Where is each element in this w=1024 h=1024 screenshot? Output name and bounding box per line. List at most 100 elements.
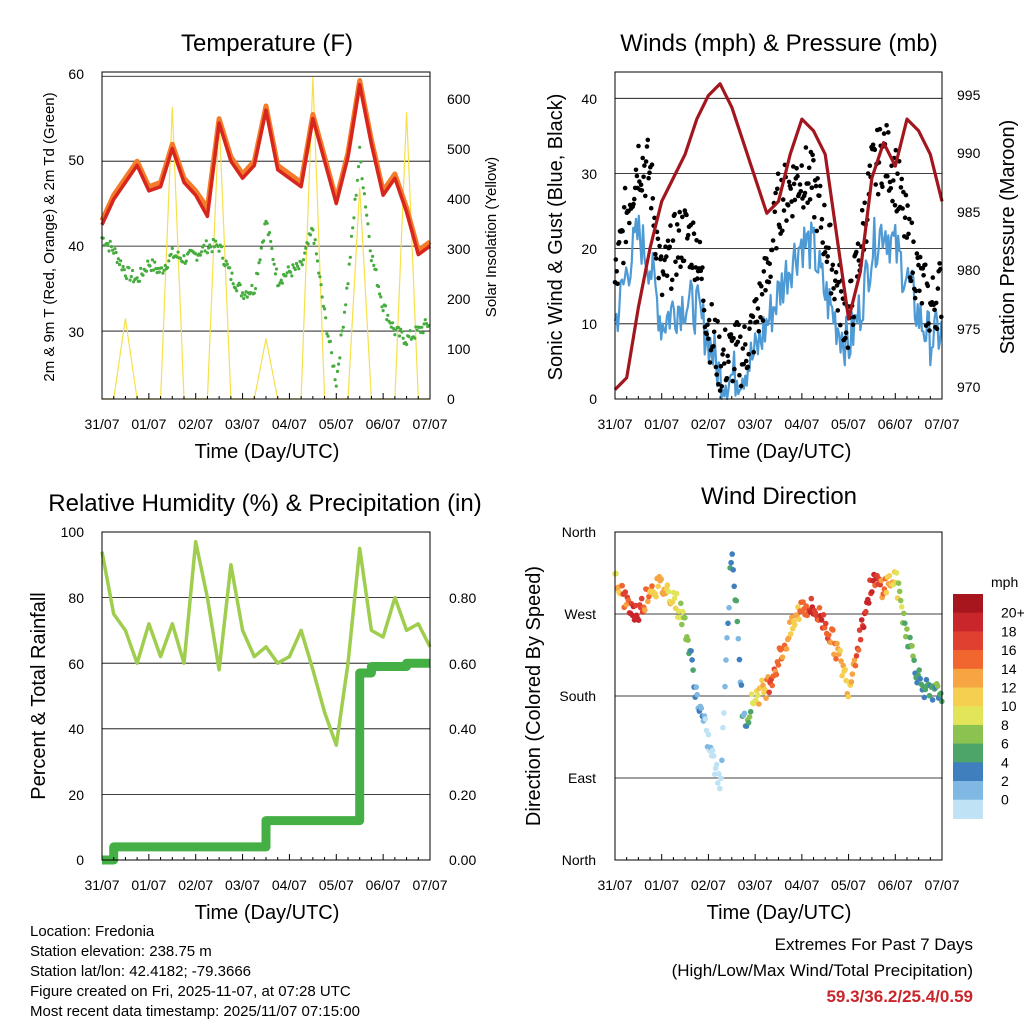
direction-point xyxy=(914,679,920,686)
direction-panel: Wind Direction 31/07 01/07 02/07 03/07 04/07… xyxy=(523,483,1024,924)
direction-point xyxy=(673,590,680,597)
gust-point xyxy=(643,159,649,164)
dewpoint-point xyxy=(407,335,411,339)
gust-point xyxy=(855,241,861,246)
x-tick-label: 03/07 xyxy=(738,877,773,893)
direction-point xyxy=(787,631,794,637)
dewpoint-point xyxy=(184,259,188,263)
dewpoint-point xyxy=(233,286,238,290)
dewpoint-point xyxy=(317,271,321,275)
dewpoint-point xyxy=(256,272,260,276)
gust-point xyxy=(872,147,878,153)
gust-point xyxy=(881,131,887,136)
gust-point xyxy=(917,288,922,294)
dewpoint-point xyxy=(154,267,158,271)
dewpoint-point xyxy=(211,237,215,242)
gust-point xyxy=(627,220,632,226)
direction-left-ticks: North East South West North xyxy=(559,524,596,868)
gust-point xyxy=(725,353,730,359)
winds-series xyxy=(612,82,944,401)
x-tick-label: 31/07 xyxy=(597,416,632,432)
gust-point xyxy=(775,186,780,192)
gust-point xyxy=(875,191,881,197)
gust-point xyxy=(810,152,815,158)
dewpoint-point xyxy=(368,249,372,253)
direction-point xyxy=(731,583,737,590)
direction-point xyxy=(690,667,696,673)
gust-point xyxy=(913,288,919,294)
direction-point xyxy=(689,657,695,663)
dewpoint-point xyxy=(239,294,243,298)
gust-point xyxy=(711,329,717,335)
direction-point xyxy=(671,595,678,602)
direction-y-label-left: Direction (Colored By Speed) xyxy=(523,566,545,826)
gust-point xyxy=(788,186,793,191)
direction-point xyxy=(760,682,766,689)
gust-point xyxy=(937,261,942,266)
station-info: Location: Fredonia Station elevation: 23… xyxy=(30,922,360,1022)
dewpoint-point xyxy=(273,272,277,276)
dewpoint-point xyxy=(361,186,365,190)
direction-left-tick: West xyxy=(564,606,596,622)
dewpoint-point xyxy=(118,263,122,267)
direction-point xyxy=(845,693,852,700)
gust-point xyxy=(763,288,768,293)
dewpoint-point xyxy=(272,262,276,266)
dewpoint-point xyxy=(166,266,170,270)
dewpoint-point xyxy=(153,260,157,264)
dewpoint-point xyxy=(120,268,124,272)
gust-point xyxy=(639,188,645,193)
x-tick-label: 06/07 xyxy=(878,877,913,893)
temperature-series xyxy=(99,76,432,400)
gust-point xyxy=(680,214,685,220)
dewpoint-point xyxy=(204,239,208,243)
direction-point xyxy=(632,602,639,609)
gust-point xyxy=(658,254,664,259)
direction-point xyxy=(929,697,936,703)
dewpoint-point xyxy=(219,245,224,249)
gust-point xyxy=(613,257,619,262)
gust-point xyxy=(850,322,856,328)
gust-point xyxy=(761,269,767,274)
pressure-line xyxy=(613,82,944,391)
dewpoint-point xyxy=(420,325,424,329)
dewpoint-point xyxy=(306,242,310,246)
humidity-line xyxy=(100,540,432,747)
gust-point xyxy=(903,192,909,198)
direction-point xyxy=(831,651,837,658)
gust-point xyxy=(621,260,626,266)
dewpoint-point xyxy=(198,253,202,257)
x-tick-label: 02/07 xyxy=(178,877,213,893)
legend-label: 10 xyxy=(1001,698,1017,714)
dewpoint-point xyxy=(270,246,274,251)
gust-point xyxy=(721,347,726,353)
gust-point xyxy=(795,173,800,179)
dewpoint-point xyxy=(390,321,395,325)
gust-point xyxy=(668,223,673,228)
winds-right-tick: 975 xyxy=(957,321,981,337)
dewpoint-point xyxy=(156,266,160,271)
temperature-title: Temperature (F) xyxy=(181,30,353,57)
dewpoint-point xyxy=(110,248,115,252)
humidity-right-tick: 0.80 xyxy=(449,590,476,606)
gust-point xyxy=(822,250,828,255)
gust-point xyxy=(738,383,744,389)
winds-title: Winds (mph) & Pressure (mb) xyxy=(620,30,937,57)
direction-title: Wind Direction xyxy=(701,483,857,510)
dewpoint-point xyxy=(308,233,313,237)
direction-point xyxy=(733,597,740,604)
winds-left-tick: 40 xyxy=(581,91,597,107)
dewpoint-point xyxy=(161,271,165,275)
dewpoint-point xyxy=(323,307,327,311)
direction-point xyxy=(803,603,809,609)
direction-point xyxy=(685,637,691,643)
legend-swatch xyxy=(953,650,983,670)
dewpoint-point xyxy=(367,234,371,239)
gust-point xyxy=(790,214,795,219)
temperature-right-tick: 100 xyxy=(447,341,471,357)
legend-swatch xyxy=(953,706,983,726)
gust-point xyxy=(690,220,696,225)
direction-point xyxy=(792,622,798,628)
dewpoint-point xyxy=(389,325,393,329)
dewpoint-point xyxy=(245,295,249,299)
